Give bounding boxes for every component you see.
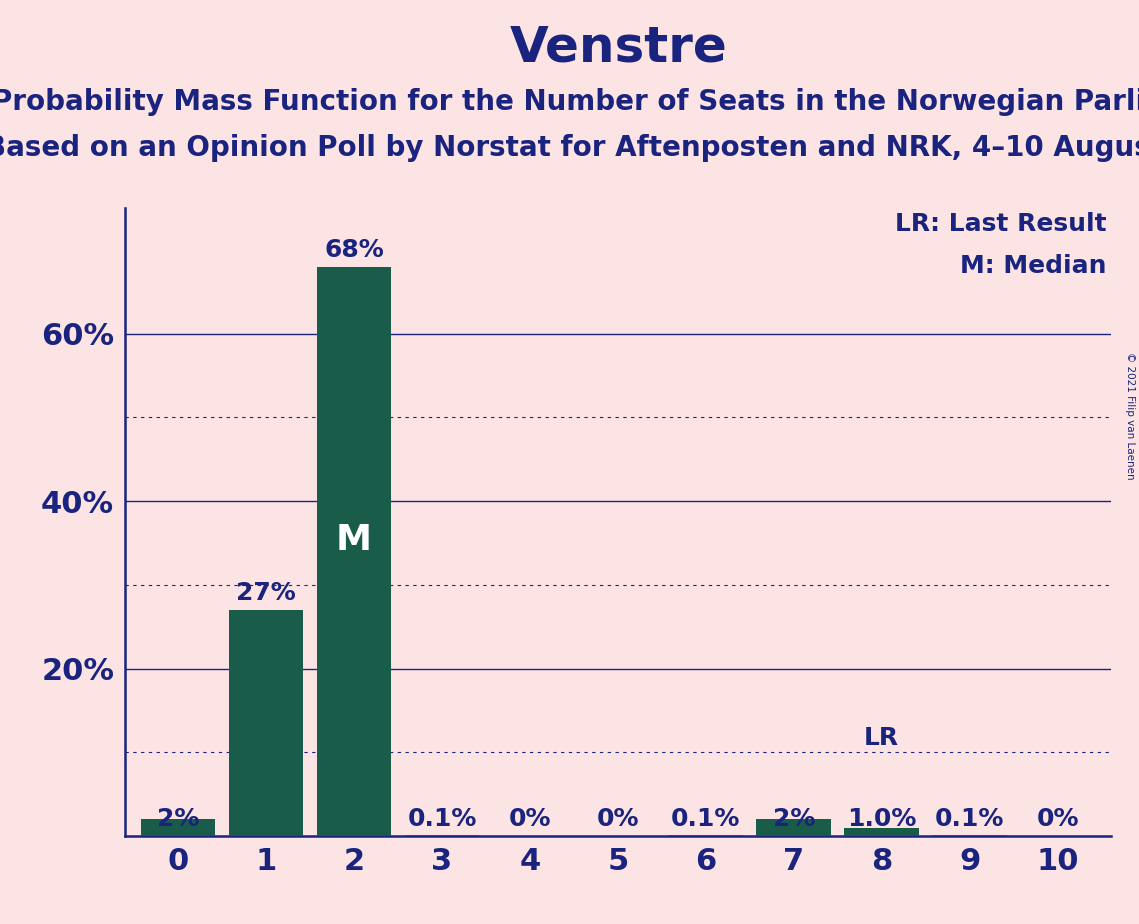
- Text: LR: Last Result: LR: Last Result: [894, 213, 1106, 237]
- Text: Based on an Opinion Poll by Norstat for Aftenposten and NRK, 4–10 August 2020: Based on an Opinion Poll by Norstat for …: [0, 134, 1139, 162]
- Text: © 2021 Filip van Laenen: © 2021 Filip van Laenen: [1125, 352, 1134, 480]
- Text: 0.1%: 0.1%: [408, 808, 476, 832]
- Text: M: Median: M: Median: [960, 254, 1106, 278]
- Bar: [756, 820, 831, 836]
- Text: Venstre: Venstre: [509, 23, 728, 71]
- Text: 27%: 27%: [236, 581, 296, 605]
- Text: 2%: 2%: [157, 808, 199, 832]
- Text: LR: LR: [865, 726, 900, 750]
- Text: 0.1%: 0.1%: [671, 808, 740, 832]
- Text: 68%: 68%: [325, 237, 384, 261]
- Text: 1.0%: 1.0%: [847, 808, 917, 832]
- Text: 2%: 2%: [772, 808, 816, 832]
- Text: 0.1%: 0.1%: [935, 808, 1005, 832]
- Bar: [317, 266, 392, 836]
- Bar: [844, 828, 919, 836]
- Text: 0%: 0%: [509, 808, 551, 832]
- Text: M: M: [336, 523, 372, 557]
- Text: 0%: 0%: [597, 808, 639, 832]
- Bar: [229, 610, 303, 836]
- Bar: [141, 820, 215, 836]
- Text: Probability Mass Function for the Number of Seats in the Norwegian Parliament: Probability Mass Function for the Number…: [0, 88, 1139, 116]
- Text: 0%: 0%: [1036, 808, 1079, 832]
